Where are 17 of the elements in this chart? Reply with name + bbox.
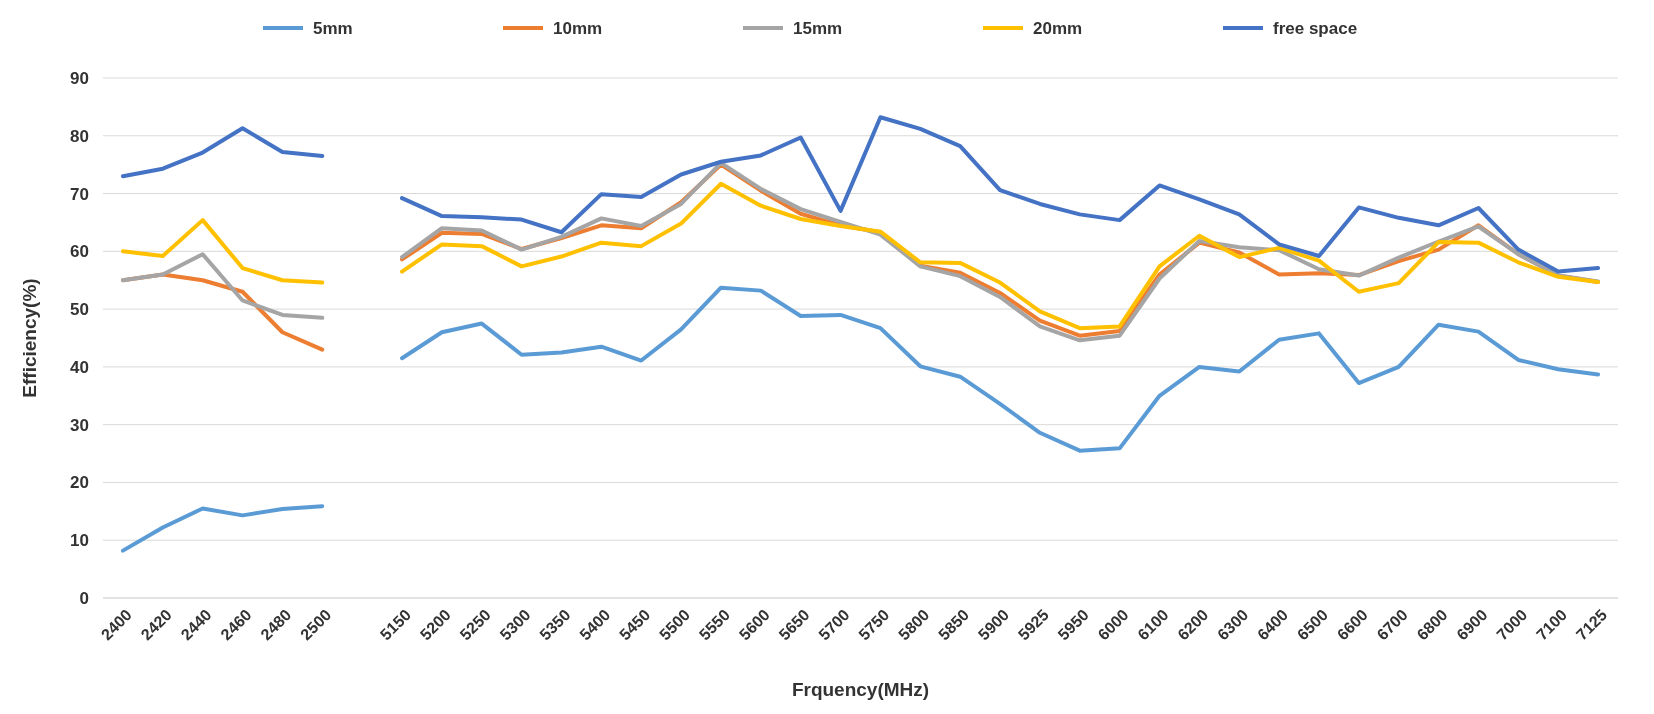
y-axis-title: Efficiency(%) <box>19 278 40 398</box>
y-tick-label: 20 <box>70 473 89 493</box>
y-tick-label: 40 <box>70 357 89 377</box>
legend-label: 15mm <box>793 18 843 38</box>
y-tick-label: 80 <box>70 126 89 146</box>
legend-label: 20mm <box>1033 18 1083 38</box>
y-tick-label: 30 <box>70 415 89 435</box>
y-tick-label: 50 <box>70 300 89 320</box>
y-tick-label: 60 <box>70 242 89 262</box>
legend-label: free space <box>1273 18 1358 38</box>
y-tick-label: 0 <box>79 588 89 608</box>
y-tick-label: 90 <box>70 68 89 88</box>
x-axis-title: Frquency(MHz) <box>791 679 930 700</box>
legend-label: 10mm <box>553 18 603 38</box>
y-tick-label: 70 <box>70 184 89 204</box>
y-tick-label: 10 <box>70 531 89 551</box>
legend-label: 5mm <box>313 18 353 38</box>
